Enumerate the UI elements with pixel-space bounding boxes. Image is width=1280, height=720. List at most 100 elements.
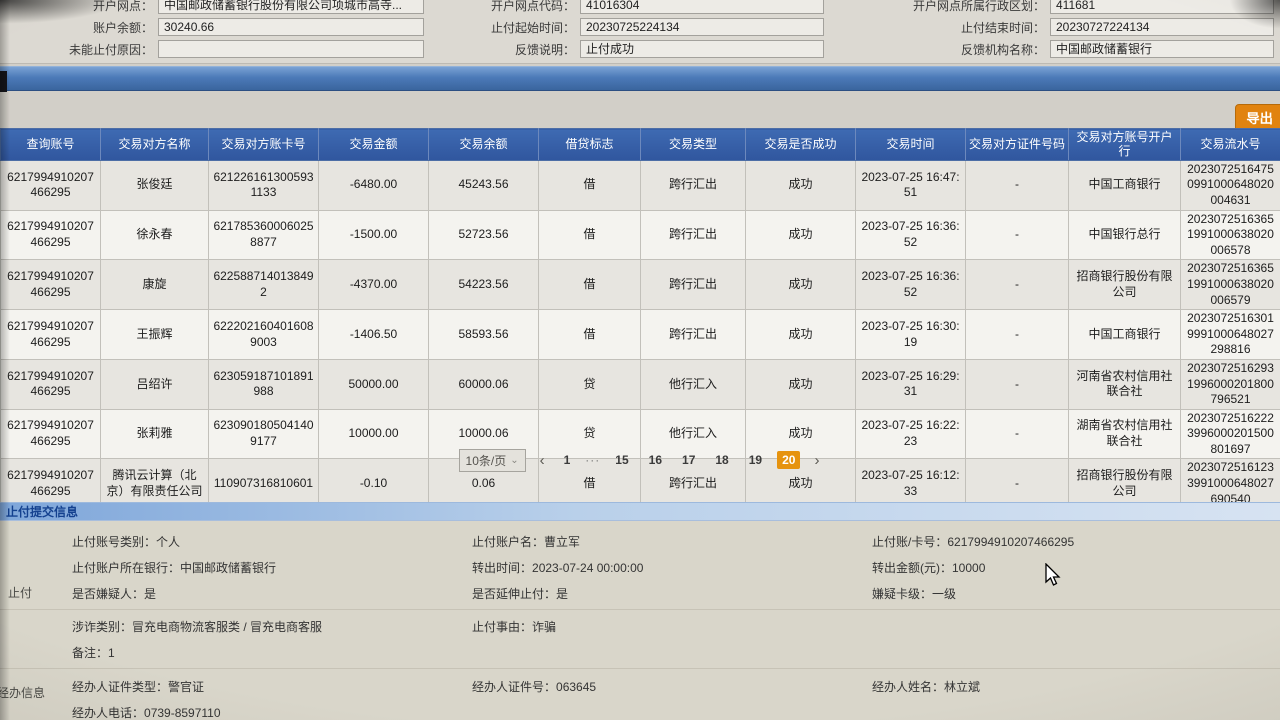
table-cell: - — [965, 358, 1069, 410]
side-label-stop-payment: 止付 — [8, 586, 33, 600]
column-header[interactable]: 交易流水号 — [1180, 128, 1280, 161]
table-row[interactable]: 6217994910207466295 康旋 6225887140138492 -43… — [0, 259, 1280, 311]
info-row: 经办人电话：0739-8597110 — [72, 699, 1280, 720]
field-label: 转出时间： — [472, 560, 533, 575]
page-button-20[interactable]: 20 — [777, 451, 801, 469]
field-value: 一级 — [932, 586, 957, 601]
info-row: 涉诈类别：冒充电商物流客服类 / 冒充电商客服 止付事由：诈骗 — [72, 613, 1280, 639]
column-header[interactable]: 交易金额 — [318, 128, 429, 161]
table-row[interactable]: 6217994910207466295 张俊廷 621226161300593113… — [0, 159, 1280, 211]
table-row[interactable]: 6217994910207466295 徐永春 621785360006025887… — [0, 209, 1280, 261]
page-button-17[interactable]: 17 — [682, 453, 696, 467]
field-value-box[interactable]: 30240.66 — [158, 18, 424, 36]
table-cell: 6225887140138492 — [208, 259, 319, 311]
column-header[interactable]: 交易对方证件号码 — [965, 128, 1069, 161]
table-cell: 60000.06 — [428, 358, 539, 410]
section-title: 止付提交信息 — [6, 505, 79, 519]
field-label: 经办人证件号： — [472, 679, 557, 694]
table-cell: 2023-07-25 16:30:19 — [855, 309, 966, 360]
field-label: 转出金额(元)： — [872, 560, 952, 575]
table-cell: - — [965, 159, 1069, 211]
field-label: 止付账户所在银行： — [72, 560, 181, 575]
page-button-19[interactable]: 19 — [748, 453, 763, 467]
next-page-button[interactable]: › — [814, 451, 820, 469]
table-cell: 招商银行股份有限公司 — [1068, 259, 1181, 311]
field-label: 开户网点代码： — [490, 0, 575, 13]
info-row: 是否嫌疑人：是 是否延伸止付：是 嫌疑卡级：一级 — [72, 580, 1280, 606]
stop-payment-section-header: 止付提交信息 — [0, 502, 1280, 521]
field-value: 曹立军 — [544, 534, 581, 549]
field-label: 止付账/卡号： — [872, 534, 948, 549]
column-header[interactable]: 交易是否成功 — [745, 128, 856, 161]
field-label: 止付账号类别： — [72, 534, 157, 549]
page-button-1[interactable]: 1 — [563, 453, 571, 467]
form-field-row: 开户网点代码： 41016304 — [452, 0, 860, 16]
field-value-box[interactable]: 中国邮政储蓄银行 — [1050, 40, 1274, 58]
info-field: 经办人姓名：林立斌 — [872, 678, 1280, 695]
table-row[interactable]: 6217994910207466295 王振辉 622202160401608900… — [0, 309, 1280, 360]
field-label: 止付账户名： — [472, 534, 545, 549]
stop-payment-block-2: 涉诈类别：冒充电商物流客服类 / 冒充电商客服 止付事由：诈骗 备注：1 — [0, 609, 1280, 665]
field-value: 警官证 — [168, 679, 205, 694]
table-cell: 中国银行总行 — [1068, 209, 1181, 261]
field-label: 未能止付原因： — [68, 42, 153, 57]
field-value-box[interactable] — [158, 40, 424, 58]
info-field: 止付账/卡号：6217994910207466295 — [872, 533, 1280, 550]
page-button-18[interactable]: 18 — [715, 453, 729, 467]
table-cell: 河南省农村信用社联合社 — [1068, 358, 1181, 410]
column-header[interactable]: 交易对方名称 — [100, 128, 209, 161]
field-value-box[interactable]: 20230725224134 — [580, 18, 824, 36]
form-field-row: 开户网点： 中国邮政储蓄银行股份有限公司项城市高寺... — [0, 0, 452, 16]
column-header[interactable]: 借贷标志 — [538, 128, 641, 161]
page-button-16[interactable]: 16 — [648, 453, 663, 467]
field-label: 开户网点： — [92, 0, 153, 13]
page-button-15[interactable]: 15 — [615, 453, 629, 467]
table-cell: 跨行汇出 — [640, 259, 746, 311]
table-row[interactable]: 6217994910207466295 吕绍许 623059187101891988… — [0, 358, 1280, 410]
form-field-row: 止付起始时间： 20230725224134 — [452, 16, 860, 38]
field-value: 林立斌 — [944, 679, 981, 694]
column-header[interactable]: 交易对方账卡号 — [208, 128, 319, 161]
field-value-box[interactable]: 止付成功 — [580, 40, 824, 58]
handler-info-block: 经办人证件类型：警官证 经办人证件号：063645 经办人姓名：林立斌 经办人电话：0… — [0, 668, 1280, 720]
column-header[interactable]: 查询账号 — [0, 128, 101, 161]
field-label: 经办人电话： — [72, 705, 145, 720]
info-row: 止付账户所在银行：中国邮政储蓄银行 转出时间：2023-07-24 00:00:0… — [72, 554, 1280, 580]
table-cell: 6222021604016089003 — [208, 309, 319, 360]
table-cell: 6212261613005931133 — [208, 159, 319, 211]
field-label: 涉诈类别： — [72, 619, 133, 634]
table-cell: 6217994910207466295 — [0, 159, 101, 211]
table-cell: 成功 — [745, 259, 856, 311]
account-info-column-1: 开户网点： 中国邮政储蓄银行股份有限公司项城市高寺... 账户余额： 30240.66… — [0, 0, 452, 63]
page-size-select[interactable]: 10条/页 ⌄ — [458, 448, 526, 472]
field-label: 止付事由： — [472, 619, 533, 634]
table-cell: 2023-07-25 16:36:52 — [855, 209, 966, 261]
info-row: 经办人证件类型：警官证 经办人证件号：063645 经办人姓名：林立斌 — [72, 673, 1280, 699]
field-value-box[interactable]: 411681 — [1050, 0, 1274, 14]
column-header[interactable]: 交易类型 — [640, 128, 746, 161]
field-value-box[interactable]: 20230727224134 — [1050, 18, 1274, 36]
table-cell: 45243.56 — [428, 159, 539, 211]
page-number-list: 1 ··· 15 16 17 18 19 20 — [559, 451, 801, 469]
table-cell: 吕绍许 — [100, 358, 209, 410]
field-value-box[interactable]: 41016304 — [580, 0, 824, 14]
field-value: 诈骗 — [532, 619, 557, 634]
table-cell: 623059187101891988 — [208, 358, 319, 410]
column-header[interactable]: 交易时间 — [855, 128, 966, 161]
field-label: 经办人证件类型： — [72, 679, 169, 694]
field-value: 2023-07-24 00:00:00 — [532, 560, 644, 575]
table-cell: 6217994910207466295 — [0, 259, 101, 311]
info-field: 止付账户所在银行：中国邮政储蓄银行 — [72, 559, 472, 576]
column-header[interactable]: 交易对方账号开户行 — [1068, 128, 1181, 161]
field-value-box[interactable]: 中国邮政储蓄银行股份有限公司项城市高寺... — [158, 0, 424, 14]
prev-page-button[interactable]: ‹ — [539, 451, 545, 469]
photo-artifact-left-tab — [0, 71, 7, 92]
table-cell: -1500.00 — [318, 209, 429, 261]
table-cell: -6480.00 — [318, 159, 429, 211]
table-cell: 6217994910207466295 — [0, 309, 101, 360]
column-header[interactable]: 交易余额 — [428, 128, 539, 161]
field-value: 10000 — [952, 560, 986, 575]
stop-payment-section-body: 止付账号类别：个人 止付账户名：曹立军 止付账/卡号：621799491020746… — [0, 521, 1280, 720]
info-field: 转出金额(元)：10000 — [872, 559, 1280, 576]
